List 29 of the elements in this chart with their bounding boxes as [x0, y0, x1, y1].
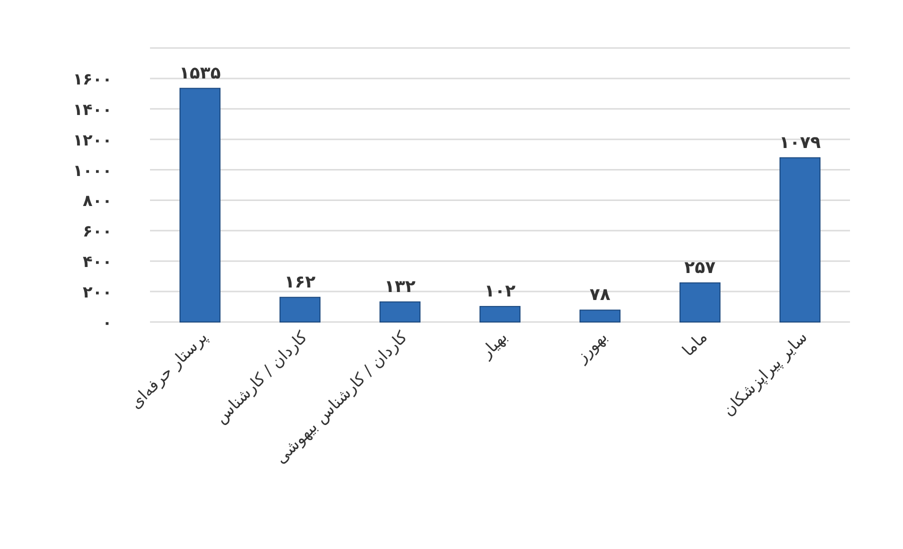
y-tick-label: ۰ [102, 313, 112, 332]
data-label: ۲۵۷ [684, 258, 716, 278]
data-label: ۱۵۳۵ [179, 63, 221, 84]
y-tick-label: ۸۰۰ [82, 191, 112, 210]
y-tick-label: ۱۰۰۰ [72, 160, 112, 180]
bar [180, 88, 220, 322]
x-tick-label: کاردان / کارشناس [211, 327, 312, 428]
data-label: ۱۰۷۹ [779, 132, 822, 153]
bar [380, 301, 420, 322]
data-label: ۱۰۲ [484, 281, 516, 302]
bar [680, 282, 720, 322]
y-tick-label: ۴۰۰ [82, 252, 112, 272]
y-tick-label: ۱۲۰۰ [72, 130, 112, 150]
bar [480, 306, 520, 322]
bar [580, 310, 620, 322]
data-label: ۷۸ [590, 285, 611, 306]
x-tick-label: ماما [678, 327, 711, 360]
data-label: ۱۶۲ [284, 272, 316, 292]
x-tick-label: بهیار [476, 327, 511, 362]
y-tick-label: ۱۶۰۰ [72, 69, 112, 88]
x-tick-label: بهورز [572, 327, 611, 367]
bar [780, 157, 820, 322]
data-label: ۱۳۲ [384, 276, 416, 297]
x-tick-label: پرستار حرفه‌ای [126, 327, 211, 412]
x-tick-label: سایر پیراپزشکان [718, 327, 811, 420]
y-tick-label: ۶۰۰ [82, 222, 112, 241]
bar [280, 296, 320, 322]
y-tick-label: ۱۴۰۰ [72, 100, 112, 119]
y-tick-label: ۲۰۰ [82, 282, 112, 302]
